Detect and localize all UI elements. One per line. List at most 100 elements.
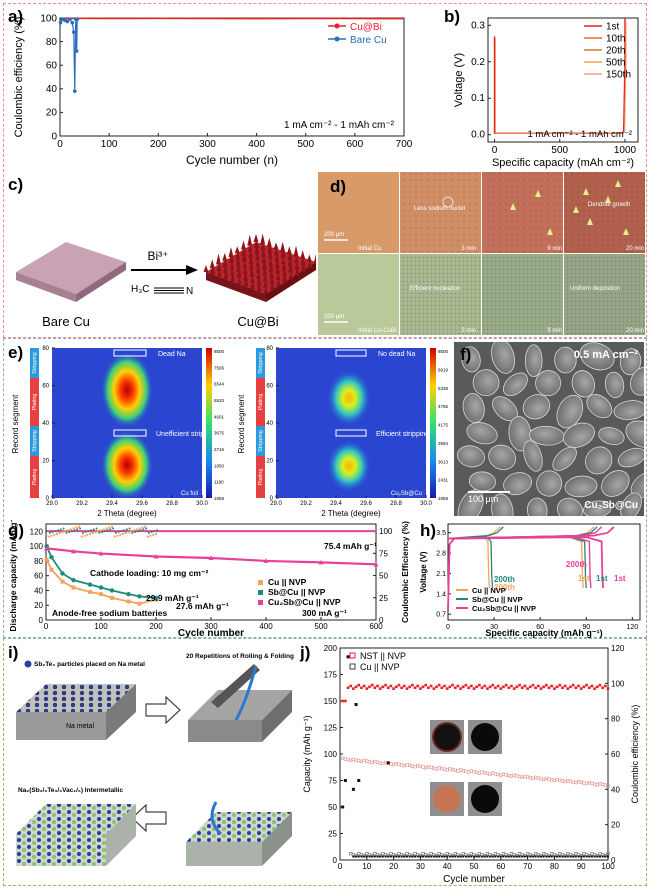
ce-baseline-cu-j [473,855,475,858]
legend-label-g: Cu₂Sb@Cu || NVP [268,597,341,607]
ce-baseline-cu-j [467,855,470,858]
series-line-g [45,545,157,599]
g-y2tick-label: 50 [379,572,388,581]
ce-point-nst [491,683,495,687]
colorbar-label: 6919 [438,367,449,372]
g-xtick-label: 500 [314,622,328,631]
capacity-point-nst [370,760,374,765]
bi-spike [247,234,253,246]
colorbar-right [430,348,436,498]
ce-point-cu [102,528,105,531]
ce-baseline-cu-j [596,855,599,858]
ce-baseline-cu-j [574,855,577,858]
ce-baseline-cu-j [566,855,569,858]
ce-baseline-cu-j [389,855,392,858]
sem-grain [536,470,563,497]
capacity-point-nst [488,772,492,776]
ce-point-nst [427,686,430,690]
ce-baseline-cu-j [376,855,379,858]
ce-point-sb [145,527,148,530]
bi-spike [266,237,272,247]
ce-point-nst [411,683,414,687]
bi-spike [262,264,268,276]
bare-cu-plate [16,242,126,302]
ce-baseline-cu-j [462,855,465,858]
capacity-point-cu [550,852,554,856]
legend-marker-g [258,600,263,605]
ce-baseline-cu-j [392,855,395,858]
ce-point-nst [534,686,537,690]
capacity-point-cu [542,852,546,856]
ce-baseline-cu-j [360,855,363,858]
a-ytick-label: 40 [46,84,58,95]
dendrite-mark [583,188,589,195]
bi-spike [203,265,209,272]
ce-point-nst [558,683,562,687]
capacity-point-nst [528,776,532,780]
capacity-point-nst [517,775,522,779]
ce-point-cu [144,525,146,528]
colorbar-label: 3675 [214,431,225,436]
series-point-cu [126,599,131,604]
x-axis-label-g: Cycle number [178,628,244,638]
ce-point-nst [577,684,580,688]
capacity-point-nst [343,757,347,761]
capacity-point-nst [534,775,538,779]
bi-spike [269,279,275,291]
colorbar-label: 2715 [214,447,225,452]
series-point-cu2sb [208,555,214,560]
j-xtick-label: 20 [389,862,398,871]
j-ytick-label: 175 [324,671,338,680]
j-ytick-label: 125 [324,724,338,733]
ce-point-nst [448,685,452,689]
series-line-bare-cu [59,18,78,92]
ce-baseline-cu-j [454,855,457,858]
ce-point-nst [507,686,511,690]
series-point-cu [88,589,92,594]
ce-baseline-cu-j [357,855,360,858]
ce-point-sb [134,531,137,533]
a-ytick-label: 100 [40,13,57,24]
capacity-point-nst [437,766,441,770]
h-ytick-label: 0.7 [436,612,446,619]
bi-spike [294,261,300,270]
ce-point-nst [566,687,570,690]
ce-baseline-cu-j [416,855,419,858]
j-xtick-label: 40 [443,862,452,871]
h-xtick-label: 90 [582,624,590,631]
bi-spike [242,266,248,275]
b-xtick-label: 0 [492,145,498,156]
ce-point-cu [58,532,61,534]
ce-point-sb [114,531,117,534]
bi-spike [254,244,260,255]
series-point-sb [87,582,93,587]
ce-point-nst [386,686,390,690]
micrograph-bottom-texture [564,254,645,335]
efficient-box [335,429,367,437]
legend-marker-nst [349,652,356,659]
capacity-point-nst [426,765,431,769]
y-axis-label-j: Capacity (mAh g⁻¹) [302,715,312,792]
capacity-point-cu [590,852,594,856]
bi-spike [241,245,247,256]
ce-point-cu [127,531,130,534]
bi-spike [255,264,261,273]
g-y2tick-label: 75 [379,549,388,558]
ce-baseline-cu-j [585,855,588,858]
colorbar-label: 3013 [438,459,449,464]
heatmap-right-peak-upper [327,370,371,426]
bi-spike [288,261,294,273]
colorbar-label: 3594 [438,441,449,446]
g-ytick-label: 60 [34,572,43,581]
ce-baseline-cu-j [408,855,411,858]
ce-point-nst [432,687,436,690]
ce-point-nst [601,686,604,690]
ce-point-nst [467,686,470,690]
bi-spike [288,272,294,279]
bi-spike [236,277,242,285]
x-axis-label-b: Specific capacity (mAh cm⁻²) [492,157,634,169]
capacity-point-cu [461,852,465,856]
ce-point-nst [405,687,409,690]
capacity-point-nst [584,782,589,786]
ce-baseline-cu-j [470,855,473,858]
